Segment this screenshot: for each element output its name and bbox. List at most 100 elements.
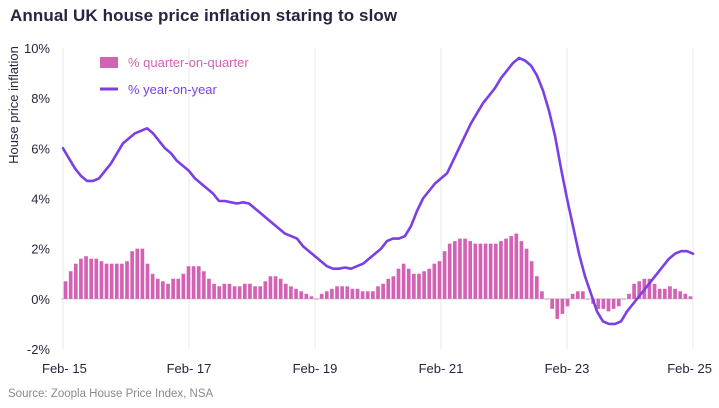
qoq-bar bbox=[632, 283, 636, 299]
qoq-bar bbox=[678, 291, 683, 299]
qoq-bar bbox=[89, 258, 94, 299]
qoq-bar bbox=[550, 298, 554, 309]
qoq-bar bbox=[381, 283, 385, 299]
qoq-bar bbox=[278, 278, 283, 299]
qoq-bar bbox=[196, 266, 201, 299]
qoq-bar bbox=[540, 291, 544, 299]
qoq-bar bbox=[268, 276, 273, 299]
qoq-bar bbox=[145, 263, 150, 299]
qoq-bar bbox=[581, 291, 585, 299]
qoq-bar bbox=[534, 276, 539, 299]
qoq-bar bbox=[304, 293, 309, 299]
qoq-bar bbox=[191, 266, 196, 299]
qoq-bar bbox=[181, 273, 186, 299]
qoq-bar bbox=[596, 298, 601, 309]
qoq-bar bbox=[222, 283, 227, 299]
qoq-bar bbox=[135, 248, 140, 299]
qoq-bar bbox=[166, 283, 170, 299]
qoq-bar bbox=[406, 268, 411, 299]
x-tick-label: Feb- 21 bbox=[419, 361, 464, 376]
qoq-bar bbox=[217, 286, 222, 299]
x-tick-label: Feb- 17 bbox=[167, 361, 212, 376]
qoq-bar bbox=[360, 291, 365, 299]
qoq-bars bbox=[63, 233, 693, 319]
qoq-bar bbox=[442, 251, 447, 299]
qoq-bar bbox=[657, 288, 662, 299]
qoq-bar bbox=[120, 263, 124, 299]
qoq-bar bbox=[611, 298, 616, 309]
qoq-bar bbox=[627, 293, 631, 299]
qoq-bar bbox=[524, 248, 529, 299]
qoq-bar bbox=[99, 261, 104, 299]
qoq-bar bbox=[565, 298, 570, 307]
qoq-bar bbox=[386, 278, 391, 299]
qoq-bar bbox=[140, 248, 145, 299]
y-tick-label: 6% bbox=[31, 141, 50, 156]
qoq-bar bbox=[253, 286, 257, 299]
x-axis-ticks: Feb- 15 Feb- 17 Feb- 19 Feb- 21 Feb- 23 Feb- … bbox=[42, 361, 712, 376]
legend-qoq-swatch bbox=[100, 57, 118, 68]
qoq-bar bbox=[242, 283, 247, 299]
chart-title: Annual UK house price inflation staring … bbox=[10, 6, 398, 25]
qoq-bar bbox=[519, 241, 524, 299]
yoy-line-group bbox=[61, 56, 695, 326]
qoq-bar bbox=[68, 271, 73, 299]
qoq-bar bbox=[606, 298, 611, 312]
qoq-bar bbox=[586, 298, 590, 300]
qoq-bar bbox=[437, 261, 442, 299]
x-tick-label: Feb- 25 bbox=[667, 361, 712, 376]
y-tick-label: 2% bbox=[31, 242, 50, 257]
qoq-bar bbox=[652, 283, 657, 299]
qoq-bar bbox=[452, 241, 457, 299]
qoq-bar bbox=[488, 243, 493, 299]
qoq-bar bbox=[212, 283, 216, 299]
x-tick-label: Feb- 23 bbox=[545, 361, 590, 376]
qoq-bar bbox=[130, 251, 134, 299]
qoq-bar bbox=[575, 291, 580, 299]
qoq-bar bbox=[447, 243, 452, 299]
qoq-bar bbox=[171, 278, 175, 299]
y-tick-label: 8% bbox=[31, 91, 50, 106]
qoq-bar bbox=[350, 288, 355, 299]
qoq-bar bbox=[330, 288, 334, 299]
qoq-bar bbox=[309, 296, 314, 299]
qoq-bar bbox=[324, 291, 329, 299]
qoq-bar bbox=[84, 256, 88, 299]
qoq-bar bbox=[263, 281, 268, 299]
qoq-bar bbox=[345, 286, 350, 299]
qoq-bar bbox=[176, 278, 181, 299]
qoq-bar bbox=[207, 278, 211, 299]
qoq-bar bbox=[478, 243, 483, 299]
qoq-bar bbox=[473, 243, 478, 299]
y-axis-label: House price inflation bbox=[6, 46, 21, 164]
x-tick-label: Feb- 19 bbox=[293, 361, 338, 376]
qoq-bar bbox=[688, 296, 693, 299]
qoq-bar bbox=[458, 238, 462, 299]
qoq-bar bbox=[227, 283, 232, 299]
qoq-bar bbox=[155, 278, 160, 299]
qoq-bar bbox=[432, 263, 437, 299]
qoq-bar bbox=[355, 288, 360, 299]
qoq-bar bbox=[673, 288, 677, 299]
legend-yoy-label: % year-on-year bbox=[128, 82, 218, 97]
qoq-bar bbox=[294, 288, 298, 299]
source-note: Source: Zoopla House Price Index, NSA bbox=[8, 388, 214, 400]
qoq-bar bbox=[514, 233, 519, 299]
qoq-bar bbox=[202, 271, 206, 299]
qoq-bar bbox=[529, 261, 534, 299]
qoq-bar bbox=[299, 291, 304, 299]
y-tick-label: 0% bbox=[31, 292, 50, 307]
qoq-bar bbox=[463, 238, 467, 299]
qoq-bar bbox=[391, 276, 396, 299]
qoq-bar bbox=[601, 298, 606, 309]
qoq-bar bbox=[662, 288, 667, 299]
qoq-bar bbox=[161, 281, 165, 299]
y-tick-label: -2% bbox=[27, 342, 51, 357]
qoq-bar bbox=[335, 286, 339, 299]
qoq-bar bbox=[622, 298, 626, 300]
qoq-bar bbox=[248, 283, 252, 299]
qoq-bar bbox=[104, 263, 109, 299]
legend: % quarter-on-quarter % year-on-year bbox=[100, 55, 249, 97]
qoq-bar bbox=[109, 263, 114, 299]
